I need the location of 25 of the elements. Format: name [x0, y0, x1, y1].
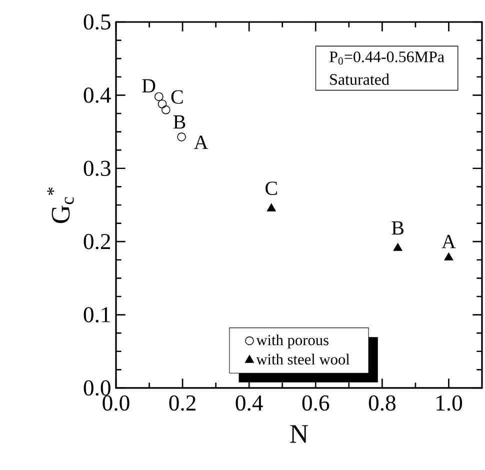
annotation: P$_{0}$=0.44-0.56MPa — [330, 51, 444, 65]
annotation: C — [171, 90, 183, 104]
x-tick-label: 0.2 — [169, 395, 196, 411]
annotation: D — [142, 79, 156, 92]
annotation: B — [173, 115, 186, 129]
x-tick-label: 0.6 — [302, 395, 330, 411]
x-tick-label: 0.4 — [236, 395, 263, 411]
y-axis-title: G$_{c}$* — [47, 187, 74, 224]
annotation: C — [266, 182, 277, 196]
legend-label: with porous — [256, 334, 328, 348]
y-tick-label: 0.0 — [84, 380, 110, 396]
x-tick-label: 0.0 — [102, 395, 130, 411]
y-tick-label: 0.1 — [84, 307, 110, 322]
annotation: B — [392, 221, 404, 235]
annotation: A — [194, 136, 208, 149]
y-tick-label: 0.3 — [84, 160, 110, 176]
x-axis-title: N — [290, 425, 308, 443]
annotation: A — [442, 234, 456, 248]
legend-label: with steel wool — [256, 354, 350, 365]
x-tick-label: 0.8 — [368, 395, 396, 411]
x-tick-label: 1.0 — [436, 395, 462, 411]
y-tick-label: 0.4 — [84, 87, 111, 103]
y-tick-label: 0.5 — [84, 14, 110, 30]
annotation: Saturated — [330, 74, 390, 85]
y-tick-label: 0.2 — [84, 234, 110, 250]
